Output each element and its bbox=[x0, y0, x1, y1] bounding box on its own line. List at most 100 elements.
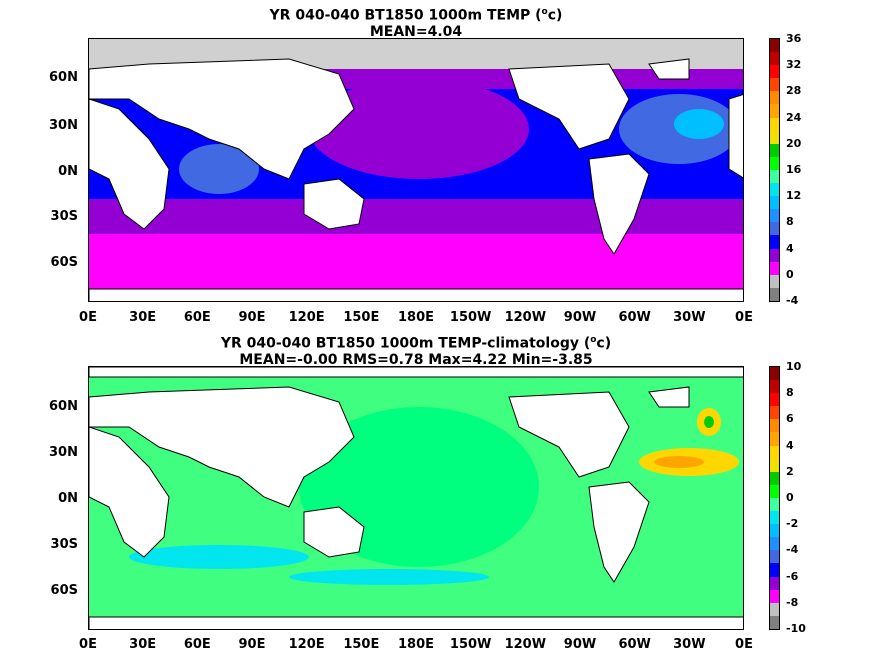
colorbar-tick-label: 6 bbox=[786, 412, 794, 426]
colorbar-swatch bbox=[770, 458, 779, 472]
y-label-0n-p2: 0N bbox=[58, 491, 78, 506]
colorbar-swatch bbox=[770, 380, 779, 394]
colorbar-swatch bbox=[770, 39, 779, 53]
colorbar-swatch bbox=[770, 235, 779, 249]
x-label: 60W bbox=[618, 637, 651, 652]
colorbar-tick-label: 28 bbox=[786, 84, 802, 98]
colorbar-tick-label: 2 bbox=[786, 464, 794, 478]
colorbar-swatch bbox=[770, 117, 779, 131]
colorbar-swatch bbox=[770, 471, 779, 485]
x-label: 120E bbox=[288, 637, 325, 652]
y-label-30s: 30S bbox=[50, 209, 78, 224]
colorbar-swatch bbox=[770, 393, 779, 407]
colorbar-swatch bbox=[770, 248, 779, 262]
colorbar-tick-label: 36 bbox=[786, 32, 802, 45]
colorbar-swatch bbox=[770, 52, 779, 66]
colorbar-swatch bbox=[770, 91, 779, 105]
colorbar-tick-label: 8 bbox=[786, 215, 794, 229]
colorbar-swatch bbox=[770, 524, 779, 538]
y-label-30n: 30N bbox=[49, 118, 78, 133]
x-label: 0E bbox=[735, 310, 753, 325]
colorbar-swatch bbox=[770, 497, 779, 512]
y-label-30n-p2: 30N bbox=[49, 445, 78, 460]
x-label: 90E bbox=[238, 310, 266, 325]
colorbar-tick-label: -4 bbox=[786, 294, 799, 307]
colorbar-swatch bbox=[770, 432, 779, 446]
colorbar-swatch bbox=[770, 445, 779, 459]
x-label: 120E bbox=[288, 310, 325, 325]
colorbar-swatch bbox=[770, 78, 779, 92]
colorbar-swatch bbox=[770, 196, 779, 210]
x-label: 30E bbox=[129, 637, 157, 652]
colorbar-swatch bbox=[770, 274, 779, 288]
x-label: 150W bbox=[449, 310, 492, 325]
x-label: 30E bbox=[129, 310, 157, 325]
colorbar-swatch bbox=[770, 104, 779, 118]
colorbar-swatch bbox=[770, 576, 779, 590]
colorbar-swatch bbox=[770, 602, 779, 616]
colorbar-swatch bbox=[770, 511, 779, 525]
panel1-map bbox=[88, 38, 744, 302]
x-label: 60E bbox=[183, 310, 211, 325]
colorbar-swatch bbox=[770, 537, 779, 551]
y-label-30s-p2: 30S bbox=[50, 537, 78, 552]
colorbar-swatch bbox=[770, 484, 779, 498]
colorbar-tick-label: 12 bbox=[786, 189, 802, 203]
x-label: 0E bbox=[735, 637, 753, 652]
colorbar-tick-label: -2 bbox=[786, 517, 799, 531]
x-label: 0E bbox=[79, 310, 97, 325]
panel1-title: YR 040-040 BT1850 1000m TEMP (oc) MEAN=4… bbox=[269, 7, 563, 40]
colorbar-tick-label: 0 bbox=[786, 267, 794, 281]
x-label: 30W bbox=[673, 310, 706, 325]
colorbar-swatch bbox=[770, 183, 779, 197]
x-label: 150E bbox=[343, 637, 380, 652]
colorbar-tick-label: 4 bbox=[786, 438, 794, 452]
colorbar-swatch bbox=[770, 222, 779, 236]
panel2-map bbox=[88, 366, 744, 630]
y-label-0n: 0N bbox=[58, 164, 78, 179]
colorbar-swatch bbox=[770, 143, 779, 157]
colorbar-swatch bbox=[770, 615, 779, 629]
y-label-60n-p2: 60N bbox=[49, 399, 78, 414]
x-label: 0E bbox=[79, 637, 97, 652]
y-label-60s-p2: 60S bbox=[50, 583, 78, 598]
colorbar-panel1 bbox=[769, 38, 780, 302]
colorbar-tick-label: 0 bbox=[786, 491, 794, 504]
colorbar-swatch bbox=[770, 367, 779, 381]
colorbar-swatch bbox=[770, 169, 779, 184]
colorbar-swatch bbox=[770, 65, 779, 79]
x-label: 180E bbox=[397, 310, 435, 325]
x-label: 60W bbox=[618, 310, 651, 325]
x-label: 120W bbox=[504, 637, 547, 652]
colorbar-tick-label: 10 bbox=[786, 360, 802, 373]
x-label: 60E bbox=[183, 637, 211, 652]
colorbar-swatch bbox=[770, 261, 779, 275]
colorbar-swatch bbox=[770, 406, 779, 420]
colorbar-swatch bbox=[770, 287, 779, 301]
colorbar-swatch bbox=[770, 156, 779, 170]
colorbar-tick-label: -4 bbox=[786, 543, 799, 557]
colorbar-swatch bbox=[770, 130, 779, 144]
colorbar-tick-label: -6 bbox=[786, 569, 799, 583]
colorbar-tick-label: 32 bbox=[786, 58, 802, 72]
colorbar-tick-label: -8 bbox=[786, 595, 799, 609]
colorbar-swatch bbox=[770, 550, 779, 564]
colorbar-panel2 bbox=[769, 366, 780, 630]
colorbar-tick-label: -10 bbox=[786, 622, 806, 635]
colorbar-swatch bbox=[770, 209, 779, 223]
colorbar-tick-label: 4 bbox=[786, 241, 794, 255]
colorbar-tick-label: 8 bbox=[786, 386, 794, 400]
x-label: 180E bbox=[397, 637, 435, 652]
x-label: 150E bbox=[343, 310, 380, 325]
x-label: 30W bbox=[673, 637, 706, 652]
colorbar-swatch bbox=[770, 563, 779, 577]
colorbar-swatch bbox=[770, 419, 779, 433]
x-label: 120W bbox=[504, 310, 547, 325]
x-label: 90E bbox=[238, 637, 266, 652]
colorbar-tick-label: 20 bbox=[786, 136, 802, 150]
y-label-60n: 60N bbox=[49, 70, 78, 85]
colorbar-swatch bbox=[770, 589, 779, 603]
panel2-title: YR 040-040 BT1850 1000m TEMP-climatology… bbox=[220, 335, 612, 368]
colorbar-tick-label: 24 bbox=[786, 110, 802, 124]
x-label: 90W bbox=[563, 637, 597, 652]
